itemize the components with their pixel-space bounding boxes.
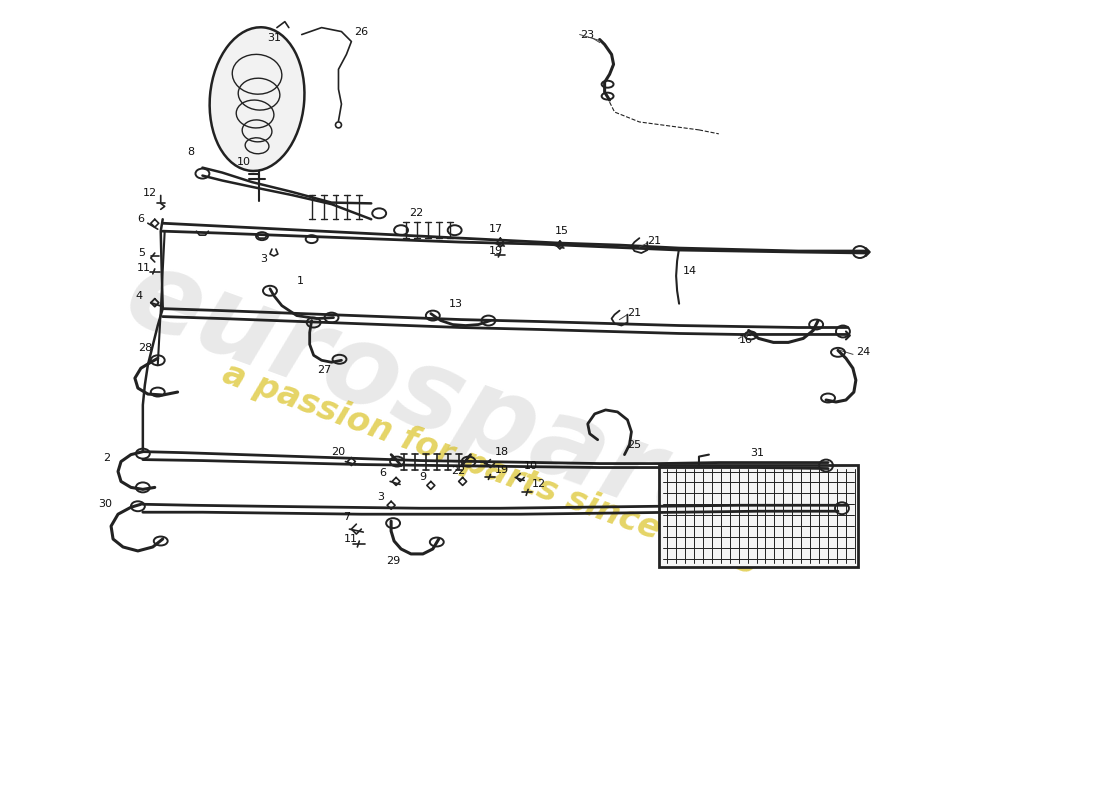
Text: 24: 24 [856, 347, 870, 358]
Text: 22: 22 [451, 466, 465, 477]
Text: 12: 12 [143, 189, 157, 198]
Text: 19: 19 [488, 246, 503, 256]
Text: 3: 3 [377, 492, 384, 502]
Text: 31: 31 [750, 448, 764, 458]
Text: 14: 14 [683, 266, 697, 276]
Text: eurospares: eurospares [112, 239, 808, 580]
Text: 30: 30 [98, 499, 112, 510]
Text: 10: 10 [238, 157, 251, 166]
Text: 4: 4 [136, 290, 143, 301]
Text: 18: 18 [494, 446, 508, 457]
Text: 20: 20 [331, 446, 345, 457]
Text: 8: 8 [187, 146, 195, 157]
Text: 13: 13 [449, 298, 463, 309]
Text: 1: 1 [297, 276, 304, 286]
Text: 11: 11 [136, 263, 151, 273]
Text: 10: 10 [525, 461, 538, 470]
Text: 17: 17 [488, 224, 503, 234]
Ellipse shape [210, 27, 305, 171]
Text: 19: 19 [494, 465, 508, 474]
Text: 21: 21 [647, 236, 661, 246]
Text: 22: 22 [409, 208, 424, 218]
Text: 7: 7 [343, 512, 351, 522]
FancyBboxPatch shape [659, 465, 858, 567]
Text: 15: 15 [556, 226, 569, 236]
Text: 12: 12 [532, 479, 547, 490]
Text: 11: 11 [343, 534, 358, 544]
Text: 9: 9 [419, 473, 426, 482]
Text: 5: 5 [138, 248, 145, 258]
Text: 6: 6 [136, 214, 144, 224]
Text: 29: 29 [386, 556, 400, 566]
Text: 28: 28 [138, 343, 152, 354]
Text: 31: 31 [267, 33, 280, 42]
Text: 25: 25 [627, 440, 641, 450]
Text: 16: 16 [739, 335, 752, 346]
Text: 6: 6 [379, 469, 386, 478]
Text: 27: 27 [317, 366, 331, 375]
Text: 21: 21 [627, 308, 641, 318]
Text: 2: 2 [103, 453, 110, 462]
Text: 3: 3 [260, 254, 267, 264]
Text: 26: 26 [354, 26, 368, 37]
Text: a passion for parts since 1985: a passion for parts since 1985 [218, 357, 763, 582]
Text: 23: 23 [580, 30, 594, 39]
